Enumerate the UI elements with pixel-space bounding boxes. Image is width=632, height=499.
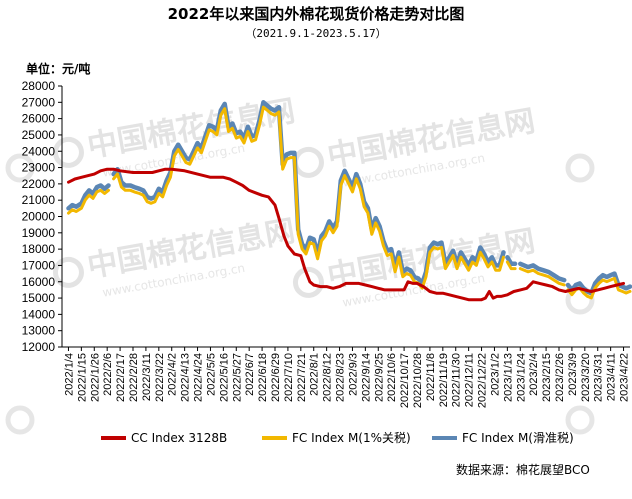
y-axis: 12000 13000 14000 15000 16000 17000 18000 19000… [22, 79, 63, 354]
x-tick-label: 2023/2/26 [554, 353, 566, 402]
watermark-logo-icon [292, 146, 324, 178]
x-tick-label: 2023/4/22 [619, 353, 631, 402]
x-tick-label: 2022/11/8 [425, 353, 437, 401]
y-tick-label: 16000 [22, 275, 56, 289]
y-tick-label: 12000 [22, 340, 56, 354]
watermark-logo-icon [565, 405, 595, 435]
legend: CC Index 3128B FC Index M(1%关税) FC Index… [101, 431, 574, 445]
watermark-logo-icon [5, 405, 35, 435]
y-tick-label: 14000 [22, 307, 56, 321]
chart-subtitle: （2021.9.1-2023.5.17） [245, 27, 386, 40]
x-tick-label: 2022/2/6 [102, 353, 114, 396]
x-axis: 2022/1/4 2022/1/15 2022/1/26 2022/2/6 2022/2… [62, 346, 631, 408]
source-note: 数据来源：棉花展望BCO [456, 462, 590, 477]
watermark-logo-icon [5, 153, 35, 183]
y-tick-label: 19000 [22, 226, 56, 240]
y-tick-label: 15000 [22, 291, 56, 305]
x-tick-label: 2023/1/24 [515, 353, 527, 402]
watermark-logo-icon [52, 136, 84, 168]
x-tick-label: 2022/6/7 [244, 353, 256, 396]
chart-title: 2022年以来国内外棉花现货价格走势对比图 [168, 5, 465, 23]
x-tick-label: 2022/10/17 [399, 353, 411, 408]
y-tick-label: 25000 [22, 128, 56, 142]
x-tick-label: 2022/5/27 [231, 353, 243, 402]
x-tick-label: 2023/2/4 [528, 353, 540, 396]
y-tick-label: 24000 [22, 144, 56, 158]
x-tick-label: 2022/10/6 [386, 353, 398, 402]
y-tick-label: 20000 [22, 210, 56, 224]
x-tick-label: 2023/3/9 [567, 353, 579, 396]
x-tick-label: 2022/7/21 [296, 353, 308, 402]
x-tick-label: 2022/12/11 [464, 353, 476, 407]
unit-label: 单位：元/吨 [26, 61, 90, 76]
x-tick-label: 2022/5/5 [205, 353, 217, 396]
x-tick-label: 2022/8/23 [335, 353, 347, 402]
plot-area [66, 100, 632, 302]
x-tick-label: 2022/1/26 [89, 353, 101, 402]
x-tick-label: 2022/10/28 [412, 353, 424, 408]
x-tick-label: 2022/11/30 [451, 353, 463, 407]
x-tick-label: 2022/3/22 [154, 353, 166, 402]
y-tick-label: 21000 [22, 193, 56, 207]
y-tick-label: 23000 [22, 161, 56, 175]
x-tick-label: 2022/1/4 [63, 353, 75, 396]
series-line-1 [67, 105, 632, 300]
y-tick-label: 28000 [22, 79, 56, 93]
x-tick-label: 2022/3/11 [141, 353, 153, 401]
x-tick-label: 2022/6/29 [270, 353, 282, 402]
x-tick-label: 2022/11/19 [438, 353, 450, 407]
watermark-logo-icon [565, 153, 595, 183]
y-tick-label: 17000 [22, 258, 56, 272]
y-tick-label: 22000 [22, 177, 56, 191]
legend-label-fc2: FC Index M(滑准税) [462, 431, 574, 445]
x-tick-label: 2022/9/3 [347, 353, 359, 396]
series-line-2 [66, 100, 632, 296]
x-tick-label: 2023/3/31 [593, 353, 605, 402]
x-tick-label: 2023/2/15 [541, 353, 553, 402]
y-tick-label: 13000 [22, 324, 56, 338]
x-tick-label: 2022/9/25 [373, 353, 385, 402]
x-tick-label: 2022/7/10 [283, 353, 295, 402]
x-tick-label: 2022/9/14 [360, 353, 372, 402]
y-tick-label: 18000 [22, 242, 56, 256]
x-tick-label: 2022/5/16 [218, 353, 230, 402]
legend-label-fc1: FC Index M(1%关税) [292, 431, 411, 445]
x-tick-label: 2023/4/11 [606, 353, 618, 401]
x-tick-label: 2022/4/13 [180, 353, 192, 402]
y-tick-label: 27000 [22, 95, 56, 109]
watermark-logo-icon [292, 266, 324, 298]
watermark-logo-icon [52, 256, 84, 288]
x-tick-label: 2022/6/18 [257, 353, 269, 402]
x-tick-label: 2023/1/2 [489, 353, 501, 396]
x-tick-label: 2022/2/17 [115, 353, 127, 402]
x-tick-label: 2023/3/20 [580, 353, 592, 402]
x-tick-label: 2023/1/13 [502, 353, 514, 402]
x-tick-label: 2022/2/28 [128, 353, 140, 402]
x-tick-label: 2022/4/24 [193, 353, 205, 402]
series-line-0 [67, 167, 625, 302]
x-tick-label: 2022/8/12 [322, 353, 334, 402]
x-tick-label: 2022/12/22 [477, 353, 489, 408]
y-tick-label: 26000 [22, 112, 56, 126]
x-tick-label: 2022/4/2 [167, 353, 179, 396]
x-tick-label: 2022/1/15 [76, 353, 88, 402]
x-tick-label: 2022/8/1 [309, 353, 321, 396]
legend-label-cc: CC Index 3128B [131, 431, 227, 445]
